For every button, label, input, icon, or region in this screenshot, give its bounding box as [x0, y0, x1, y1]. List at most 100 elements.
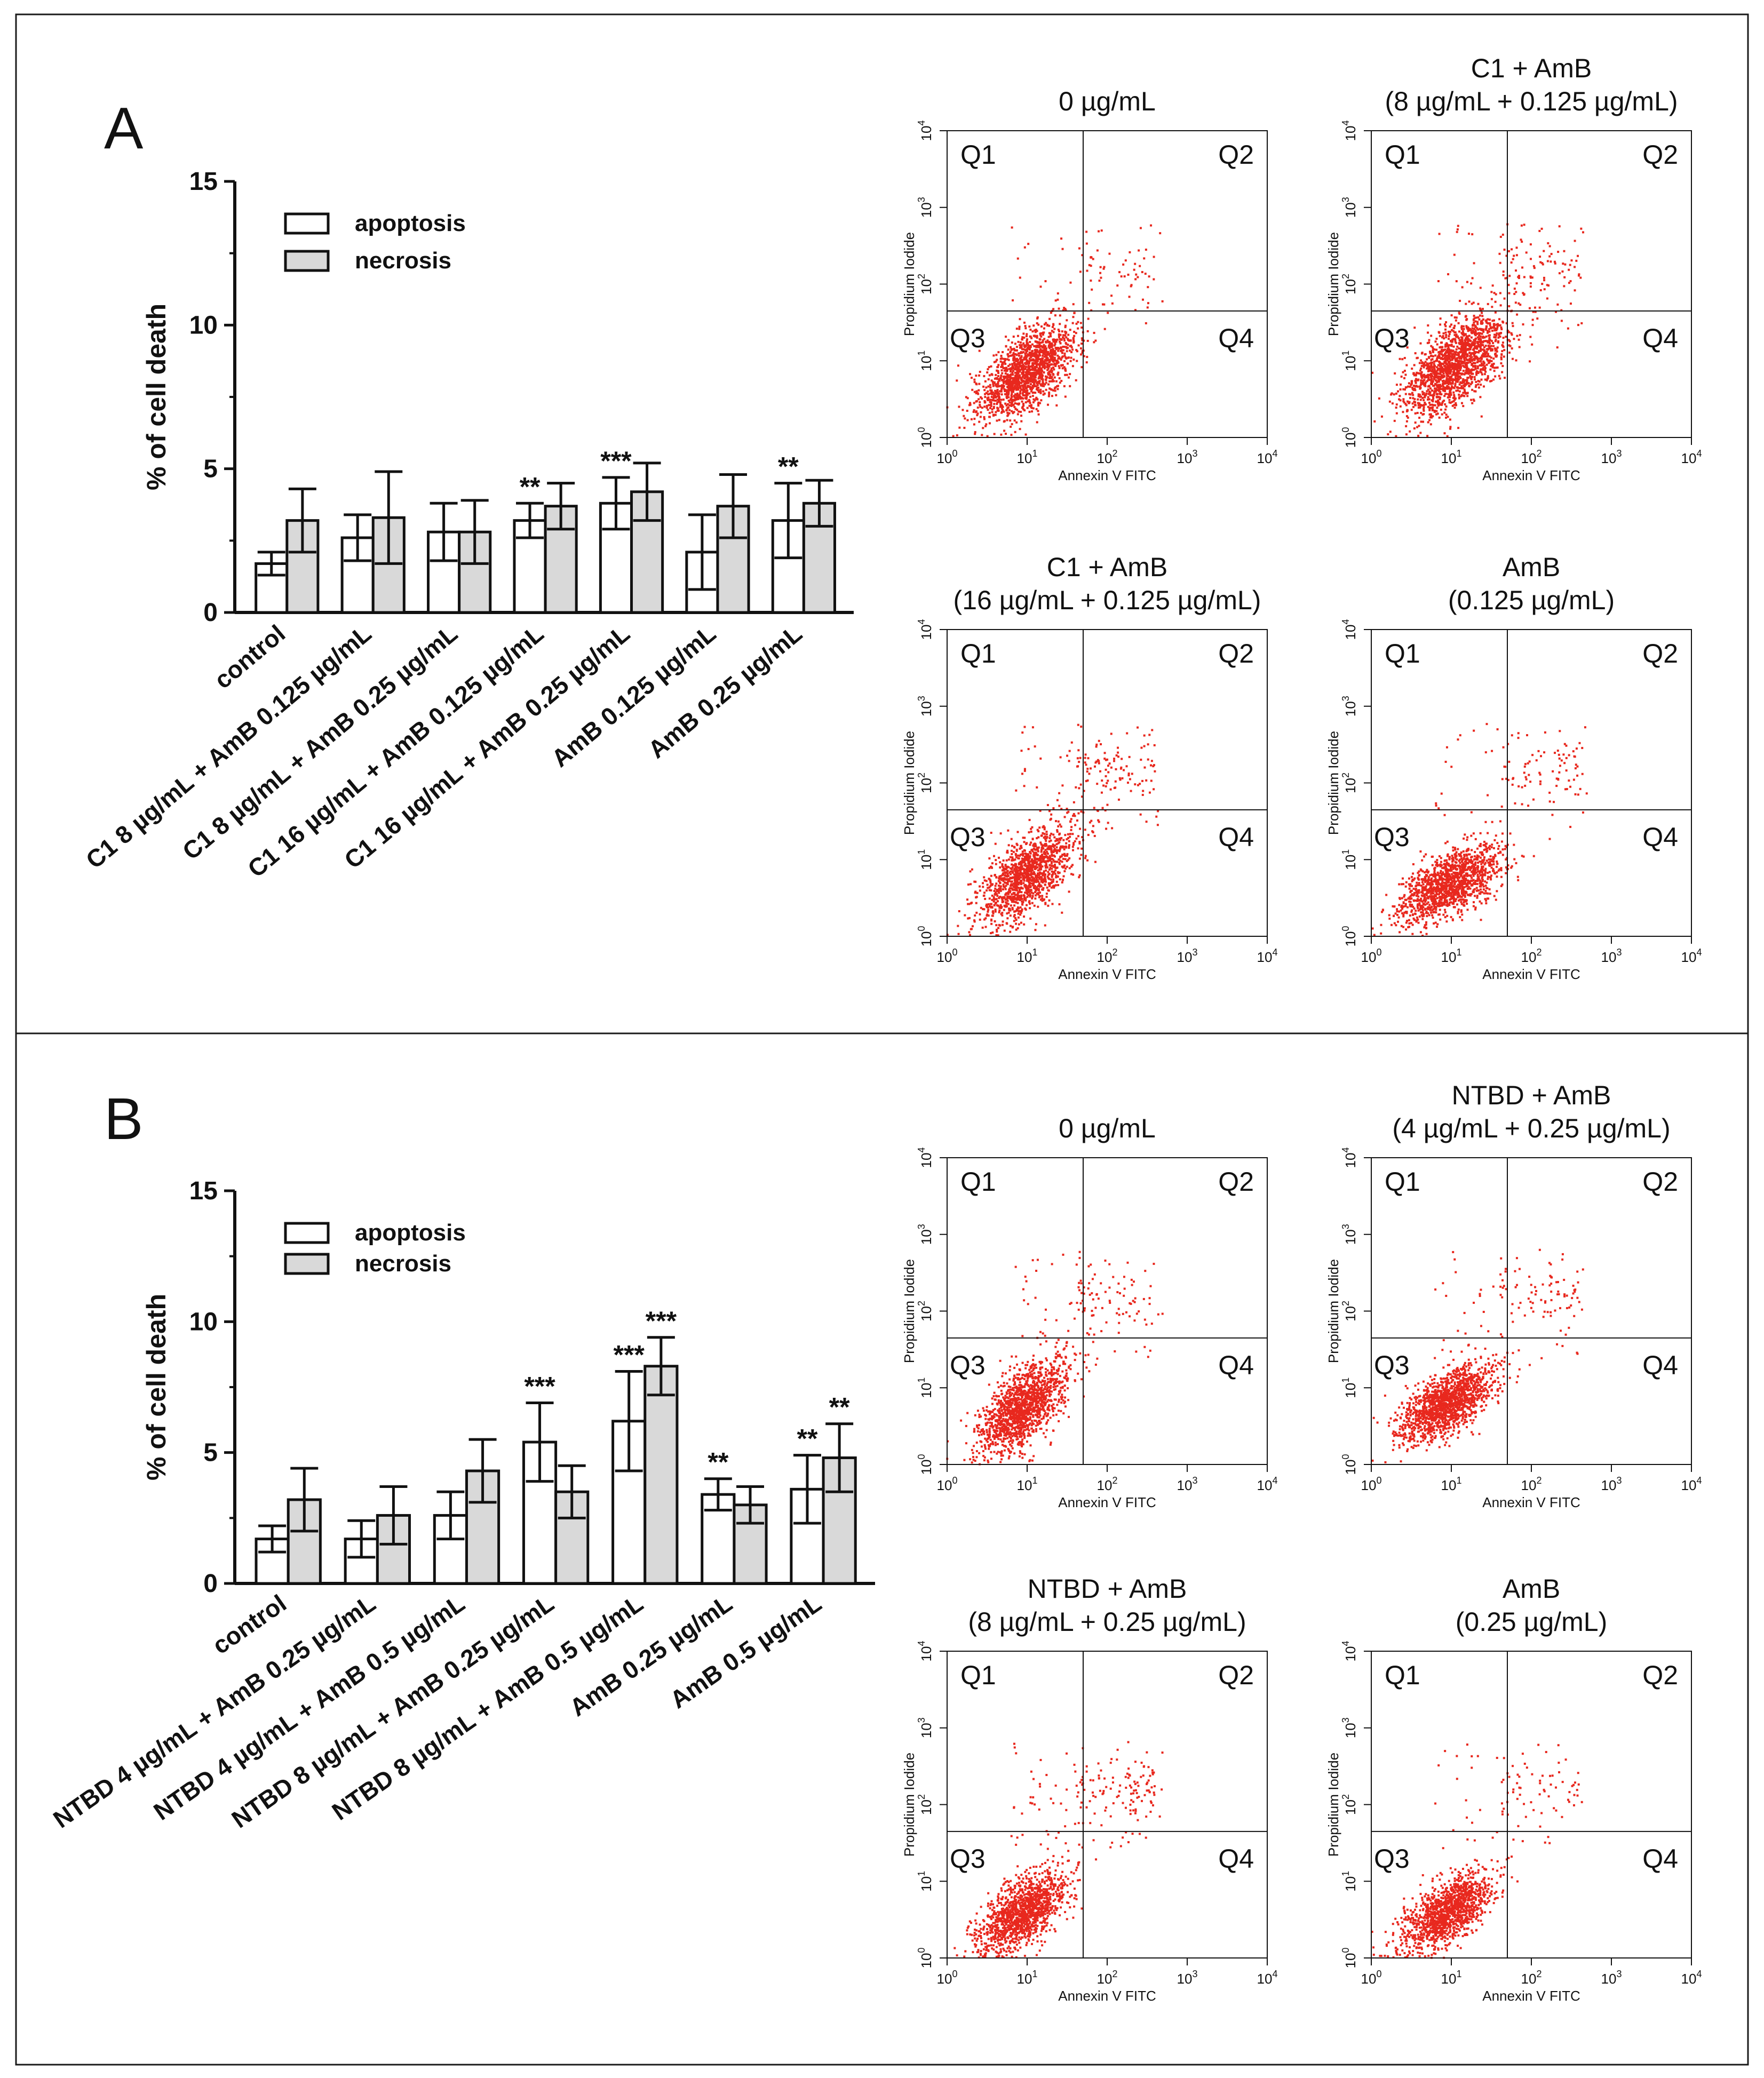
flow-event [1444, 353, 1447, 356]
flow-event [1539, 256, 1541, 258]
flow-event [1051, 348, 1053, 351]
flow-event [1059, 340, 1061, 343]
flow-event [1066, 865, 1068, 868]
flow-event [1469, 375, 1472, 377]
flow-event [1430, 376, 1433, 379]
flow-event [1150, 779, 1153, 782]
flow-event [1105, 768, 1107, 771]
flow-event [1054, 347, 1057, 349]
flow-event [1088, 773, 1091, 775]
flow-event [1039, 862, 1042, 864]
flow-event [1507, 250, 1510, 252]
flow-event [1442, 389, 1444, 392]
flow-event [1442, 357, 1445, 360]
flow-event [1032, 844, 1035, 847]
flow-event [1038, 858, 1040, 861]
flow-event [1546, 297, 1548, 300]
flow-event [1567, 327, 1569, 330]
flow-event [1051, 357, 1053, 360]
flow-event [1058, 377, 1061, 379]
flow-event [1475, 351, 1477, 353]
flow-event [1463, 381, 1465, 384]
flow-event [1474, 346, 1476, 348]
flow-event [1054, 365, 1057, 368]
flow-event [1464, 383, 1466, 385]
flow-event [1427, 331, 1429, 334]
flow-event [1057, 385, 1060, 387]
flow-event [1041, 888, 1044, 891]
flow-event [1022, 351, 1025, 353]
flow-event [1023, 870, 1026, 872]
flow-event [1156, 824, 1159, 826]
flow-event [1020, 896, 1022, 898]
flow-event [1015, 378, 1018, 381]
flow-event [1013, 419, 1016, 422]
flow-event [1110, 733, 1113, 735]
flow-event [1054, 343, 1056, 346]
flow-event [1081, 339, 1084, 341]
flow-event [1508, 292, 1511, 294]
flow-event [1472, 323, 1474, 326]
flow-event [1016, 409, 1019, 411]
flow-event [1009, 930, 1012, 933]
flow-event [1416, 412, 1419, 415]
flow-event [1536, 317, 1539, 320]
flow-event [1074, 824, 1077, 826]
flow-event [969, 402, 972, 404]
flow-event [978, 420, 981, 423]
flow-event [1475, 373, 1478, 376]
flow-event [1006, 358, 1009, 361]
flow-event [997, 880, 1000, 882]
flow-event [997, 375, 999, 378]
flow-event [1020, 912, 1022, 914]
flow-event [1001, 923, 1004, 926]
flow-event [1428, 398, 1431, 401]
flow-event [990, 922, 993, 925]
flow-event [1085, 780, 1087, 783]
flow-event [1529, 258, 1532, 260]
flow-event [1039, 285, 1042, 288]
flow-event [1117, 755, 1119, 758]
flow-event [1107, 822, 1109, 824]
flow-event [975, 392, 978, 395]
flow-event [979, 370, 981, 373]
flow-event [1039, 367, 1042, 370]
flow-event [1045, 869, 1047, 872]
flow-event [994, 413, 997, 416]
flow-event [1011, 880, 1013, 883]
flow-event [1493, 333, 1496, 336]
flow-event [1390, 392, 1393, 395]
flow-event [1441, 402, 1443, 404]
flow-event [1003, 381, 1005, 384]
flow-event [1015, 354, 1018, 356]
flow-event [1129, 778, 1131, 781]
flow-event [1423, 408, 1425, 411]
flow-event [1072, 843, 1075, 846]
flow-event [1039, 865, 1042, 867]
flow-event [1030, 352, 1032, 355]
flow-event [990, 919, 993, 922]
flow-event [1495, 293, 1497, 296]
flow-event [1033, 871, 1036, 874]
flow-event [1416, 426, 1419, 428]
flow-event [1053, 380, 1055, 383]
flow-event [1034, 379, 1036, 382]
flow-event [1005, 377, 1007, 379]
flow-event [1067, 338, 1069, 340]
flow-event [1011, 877, 1013, 879]
flow-event [1057, 329, 1060, 331]
flow-event [1474, 325, 1477, 328]
flow-event [1419, 432, 1422, 434]
flow-event [999, 405, 1002, 408]
flow-event [1427, 393, 1430, 395]
flow-event [1002, 367, 1005, 370]
flow-event [1046, 363, 1048, 365]
flow-event [1579, 276, 1582, 279]
flow-event [1014, 380, 1017, 383]
flow-event [1053, 376, 1056, 379]
flow-event [1026, 879, 1028, 881]
flow-event [1477, 351, 1480, 354]
flow-event [1042, 380, 1044, 383]
flow-event [1048, 370, 1051, 373]
flow-event [1070, 351, 1073, 353]
